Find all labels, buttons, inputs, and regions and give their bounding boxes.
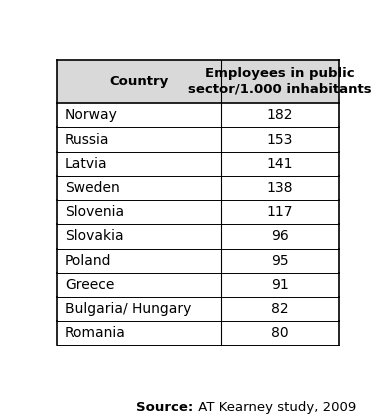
Bar <box>57 273 339 297</box>
Text: 96: 96 <box>271 229 289 244</box>
Text: Employees in public
sector/1.000 inhabitants: Employees in public sector/1.000 inhabit… <box>188 68 372 95</box>
Text: 141: 141 <box>267 157 293 171</box>
Text: 182: 182 <box>267 108 293 122</box>
Bar <box>57 128 339 152</box>
Text: Slovenia: Slovenia <box>65 205 124 219</box>
Text: Source:: Source: <box>136 401 194 414</box>
Text: AT Kearney study, 2009: AT Kearney study, 2009 <box>194 401 356 414</box>
Text: 91: 91 <box>271 278 289 292</box>
Text: Romania: Romania <box>65 327 126 340</box>
Text: Russia: Russia <box>65 133 110 147</box>
Text: Bulgaria/ Hungary: Bulgaria/ Hungary <box>65 302 191 316</box>
Bar <box>57 60 339 103</box>
Bar <box>57 321 339 345</box>
Text: 138: 138 <box>267 181 293 195</box>
Bar <box>57 152 339 176</box>
Bar <box>57 200 339 224</box>
Text: Norway: Norway <box>65 108 118 122</box>
Text: 153: 153 <box>267 133 293 147</box>
Text: Country: Country <box>110 75 169 88</box>
Text: Poland: Poland <box>65 254 111 268</box>
Text: 117: 117 <box>267 205 293 219</box>
Bar <box>57 224 339 249</box>
Bar <box>57 176 339 200</box>
Text: 80: 80 <box>271 327 289 340</box>
Text: Greece: Greece <box>65 278 114 292</box>
Text: 82: 82 <box>271 302 289 316</box>
Bar <box>57 297 339 321</box>
Text: Slovakia: Slovakia <box>65 229 123 244</box>
Bar <box>57 249 339 273</box>
Bar <box>57 103 339 128</box>
Text: 95: 95 <box>271 254 289 268</box>
Text: Sweden: Sweden <box>65 181 120 195</box>
Text: Latvia: Latvia <box>65 157 108 171</box>
